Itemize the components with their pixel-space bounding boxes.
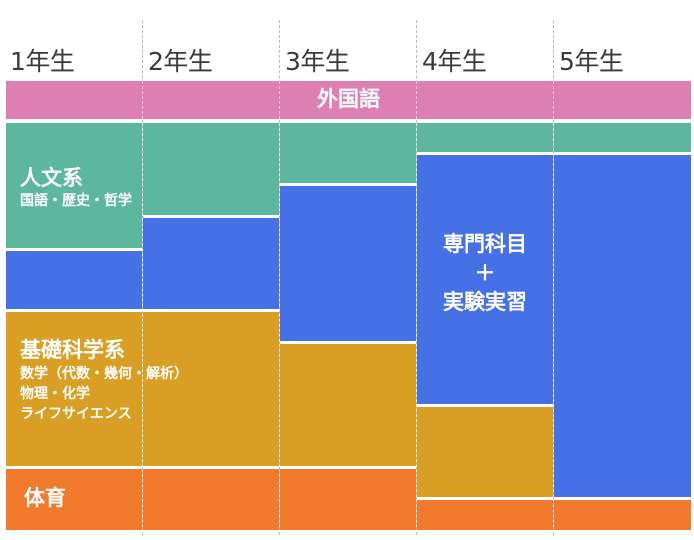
column-divider — [416, 20, 417, 535]
specialized-line3: 実験実習 — [443, 290, 527, 314]
year-header-3: 3年生 — [285, 47, 350, 76]
column-divider-overlay — [553, 81, 554, 119]
basic-science-block-year4 — [417, 407, 553, 497]
specialized-block-year3 — [280, 186, 416, 341]
humanities-subjects: 国語・歴史・哲学 — [20, 193, 132, 209]
specialized-block-year2 — [143, 218, 279, 309]
pe-block-year5 — [554, 500, 691, 530]
column-divider-overlay — [416, 81, 417, 119]
basic-science-line1: 数学（代数・幾何・解析） — [20, 366, 188, 382]
basic-science-line2: 物理・化学 — [20, 386, 90, 402]
humanities-title: 人文系 — [20, 166, 83, 190]
humanities-block-year3 — [280, 123, 416, 183]
specialized-line1: 専門科目 — [443, 232, 527, 256]
column-divider-overlay — [142, 81, 143, 119]
column-divider — [279, 20, 280, 535]
pe-label: 体育 — [24, 486, 66, 510]
column-divider — [553, 20, 554, 535]
pe-block-year2 — [143, 469, 279, 530]
specialized-block-year5 — [554, 155, 691, 497]
specialized-block-year1 — [6, 251, 142, 309]
foreign-language-band — [6, 81, 691, 119]
basic-science-line3: ライフサイエンス — [20, 406, 132, 422]
foreign-language-label: 外国語 — [317, 87, 380, 111]
year-header-4: 4年生 — [422, 47, 487, 76]
pe-block-year4 — [417, 500, 553, 530]
column-divider — [142, 20, 143, 535]
basic-science-block-year2 — [143, 312, 279, 466]
year-header-5: 5年生 — [559, 47, 624, 76]
humanities-block-year4 — [417, 123, 553, 152]
basic-science-title: 基礎科学系 — [20, 338, 125, 362]
basic-science-block-year3 — [280, 344, 416, 466]
humanities-block-year2 — [143, 123, 279, 215]
humanities-block-year1 — [6, 123, 142, 248]
basic-science-block-year1 — [6, 312, 142, 466]
year-header-2: 2年生 — [148, 47, 213, 76]
specialized-block-year4 — [417, 155, 553, 404]
pe-block-year3 — [280, 469, 416, 530]
column-divider-overlay — [279, 81, 280, 119]
pe-block-year1 — [6, 469, 142, 530]
specialized-line2: ＋ — [474, 261, 496, 285]
humanities-block-year5 — [554, 123, 691, 152]
year-header-1: 1年生 — [10, 47, 75, 76]
